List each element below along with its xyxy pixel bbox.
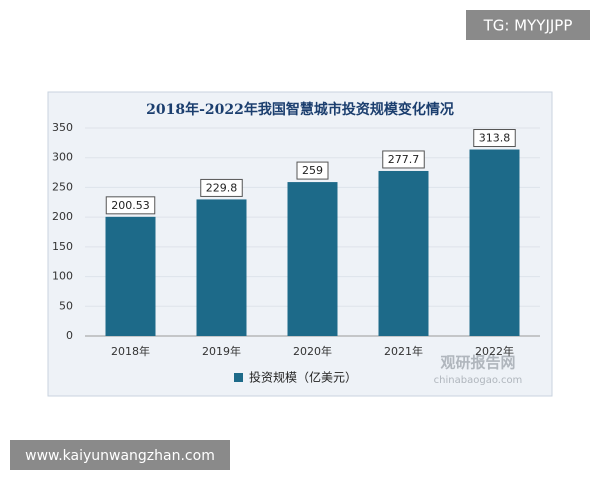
x-tick-label: 2020年 — [293, 344, 332, 358]
y-tick-label: 300 — [52, 151, 73, 164]
x-tick-label: 2019年 — [202, 344, 241, 358]
y-tick-label: 0 — [66, 329, 73, 342]
badge-box — [466, 10, 590, 40]
data-label-box — [200, 178, 243, 197]
data-label-box — [105, 196, 156, 215]
bar — [287, 182, 338, 336]
bar — [378, 170, 429, 336]
x-tick-label: 2018年 — [111, 344, 150, 358]
data-label: 313.8 — [479, 132, 511, 145]
y-tick-label: 350 — [52, 121, 73, 134]
y-tick-label: 150 — [52, 240, 73, 253]
bar — [105, 216, 156, 336]
x-tick-label: 2022年 — [475, 344, 514, 358]
data-label: 277.7 — [388, 153, 420, 166]
data-label-box — [382, 150, 425, 169]
legend-swatch — [234, 373, 243, 382]
watermark-title: 观研报告网 — [440, 354, 515, 372]
watermark-site: chinabaogao.com — [434, 375, 523, 386]
bar — [196, 199, 247, 336]
badge: TG: MYYJJPP — [483, 17, 573, 35]
y-tick-label: 250 — [52, 180, 73, 193]
bar — [469, 149, 520, 336]
footer-box — [10, 440, 230, 470]
y-tick-label: 200 — [52, 210, 73, 223]
data-label-box — [473, 129, 516, 148]
data-label: 200.53 — [111, 199, 150, 212]
data-label: 259 — [302, 164, 323, 177]
y-tick-label: 100 — [52, 270, 73, 283]
data-label: 229.8 — [206, 181, 238, 194]
x-tick-label: 2021年 — [384, 344, 423, 358]
data-label-box — [296, 161, 329, 180]
footer: www.kaiyunwangzhan.com — [25, 448, 215, 464]
legend-label: 投资规模（亿美元） — [249, 370, 357, 385]
y-tick-label: 50 — [59, 299, 73, 312]
chart-title: 2018年-2022年我国智慧城市投资规模变化情况 — [146, 101, 454, 118]
